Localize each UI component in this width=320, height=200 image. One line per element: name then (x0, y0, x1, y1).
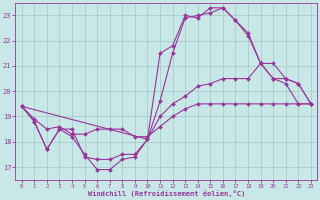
X-axis label: Windchill (Refroidissement éolien,°C): Windchill (Refroidissement éolien,°C) (88, 190, 245, 197)
